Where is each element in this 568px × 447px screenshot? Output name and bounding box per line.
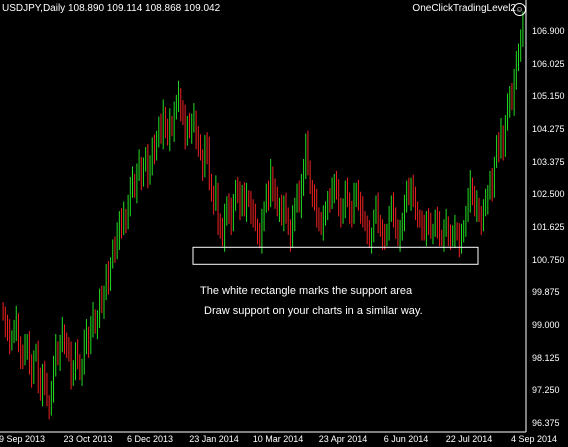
price-tick-label: 100.750 [532, 254, 565, 265]
price-tick-label: 106.025 [532, 58, 565, 69]
date-tick-label: 23 Apr 2014 [318, 434, 368, 444]
date-tick-label: 4 Sep 2014 [510, 434, 558, 444]
date-tick-label: 6 Jun 2014 [383, 434, 429, 444]
candles [2, 11, 524, 420]
support-rectangle[interactable] [192, 246, 479, 265]
date-tick-label: 6 Dec 2013 [126, 434, 174, 444]
price-tick-label: 106.900 [532, 26, 565, 36]
price-tick-label: 96.375 [532, 418, 560, 428]
price-tick-label: 99.000 [532, 320, 560, 330]
smiley-icon[interactable]: ☺ [513, 3, 526, 16]
price-tick-label: 103.375 [532, 156, 565, 167]
price-tick-label: 102.500 [532, 189, 565, 200]
tool-name[interactable]: OneClickTradingLevel2 [412, 3, 516, 14]
symbol-info: USDJPY,Daily 108.890 109.114 108.868 109… [2, 3, 221, 14]
price-tick-label: 99.875 [532, 287, 560, 298]
date-tick-label: 23 Jan 2014 [189, 434, 239, 444]
date-tick-label: 22 Jul 2014 [445, 434, 493, 444]
date-tick-label: 9 Sep 2013 [0, 434, 46, 444]
axis-lines [0, 0, 527, 433]
price-tick-label: 98.125 [532, 352, 560, 363]
price-tick-label: 104.275 [532, 124, 565, 134]
annotation-line-1: The white rectangle marks the support ar… [200, 285, 413, 297]
annotation-line-2: Draw support on your charts in a similar… [204, 305, 423, 317]
price-tick-label: 97.250 [532, 385, 560, 396]
date-tick-label: 10 Mar 2014 [252, 434, 304, 444]
price-tick-label: 105.150 [532, 91, 565, 102]
price-tick-label: 101.625 [532, 222, 565, 232]
date-tick-label: 23 Oct 2013 [63, 434, 113, 444]
